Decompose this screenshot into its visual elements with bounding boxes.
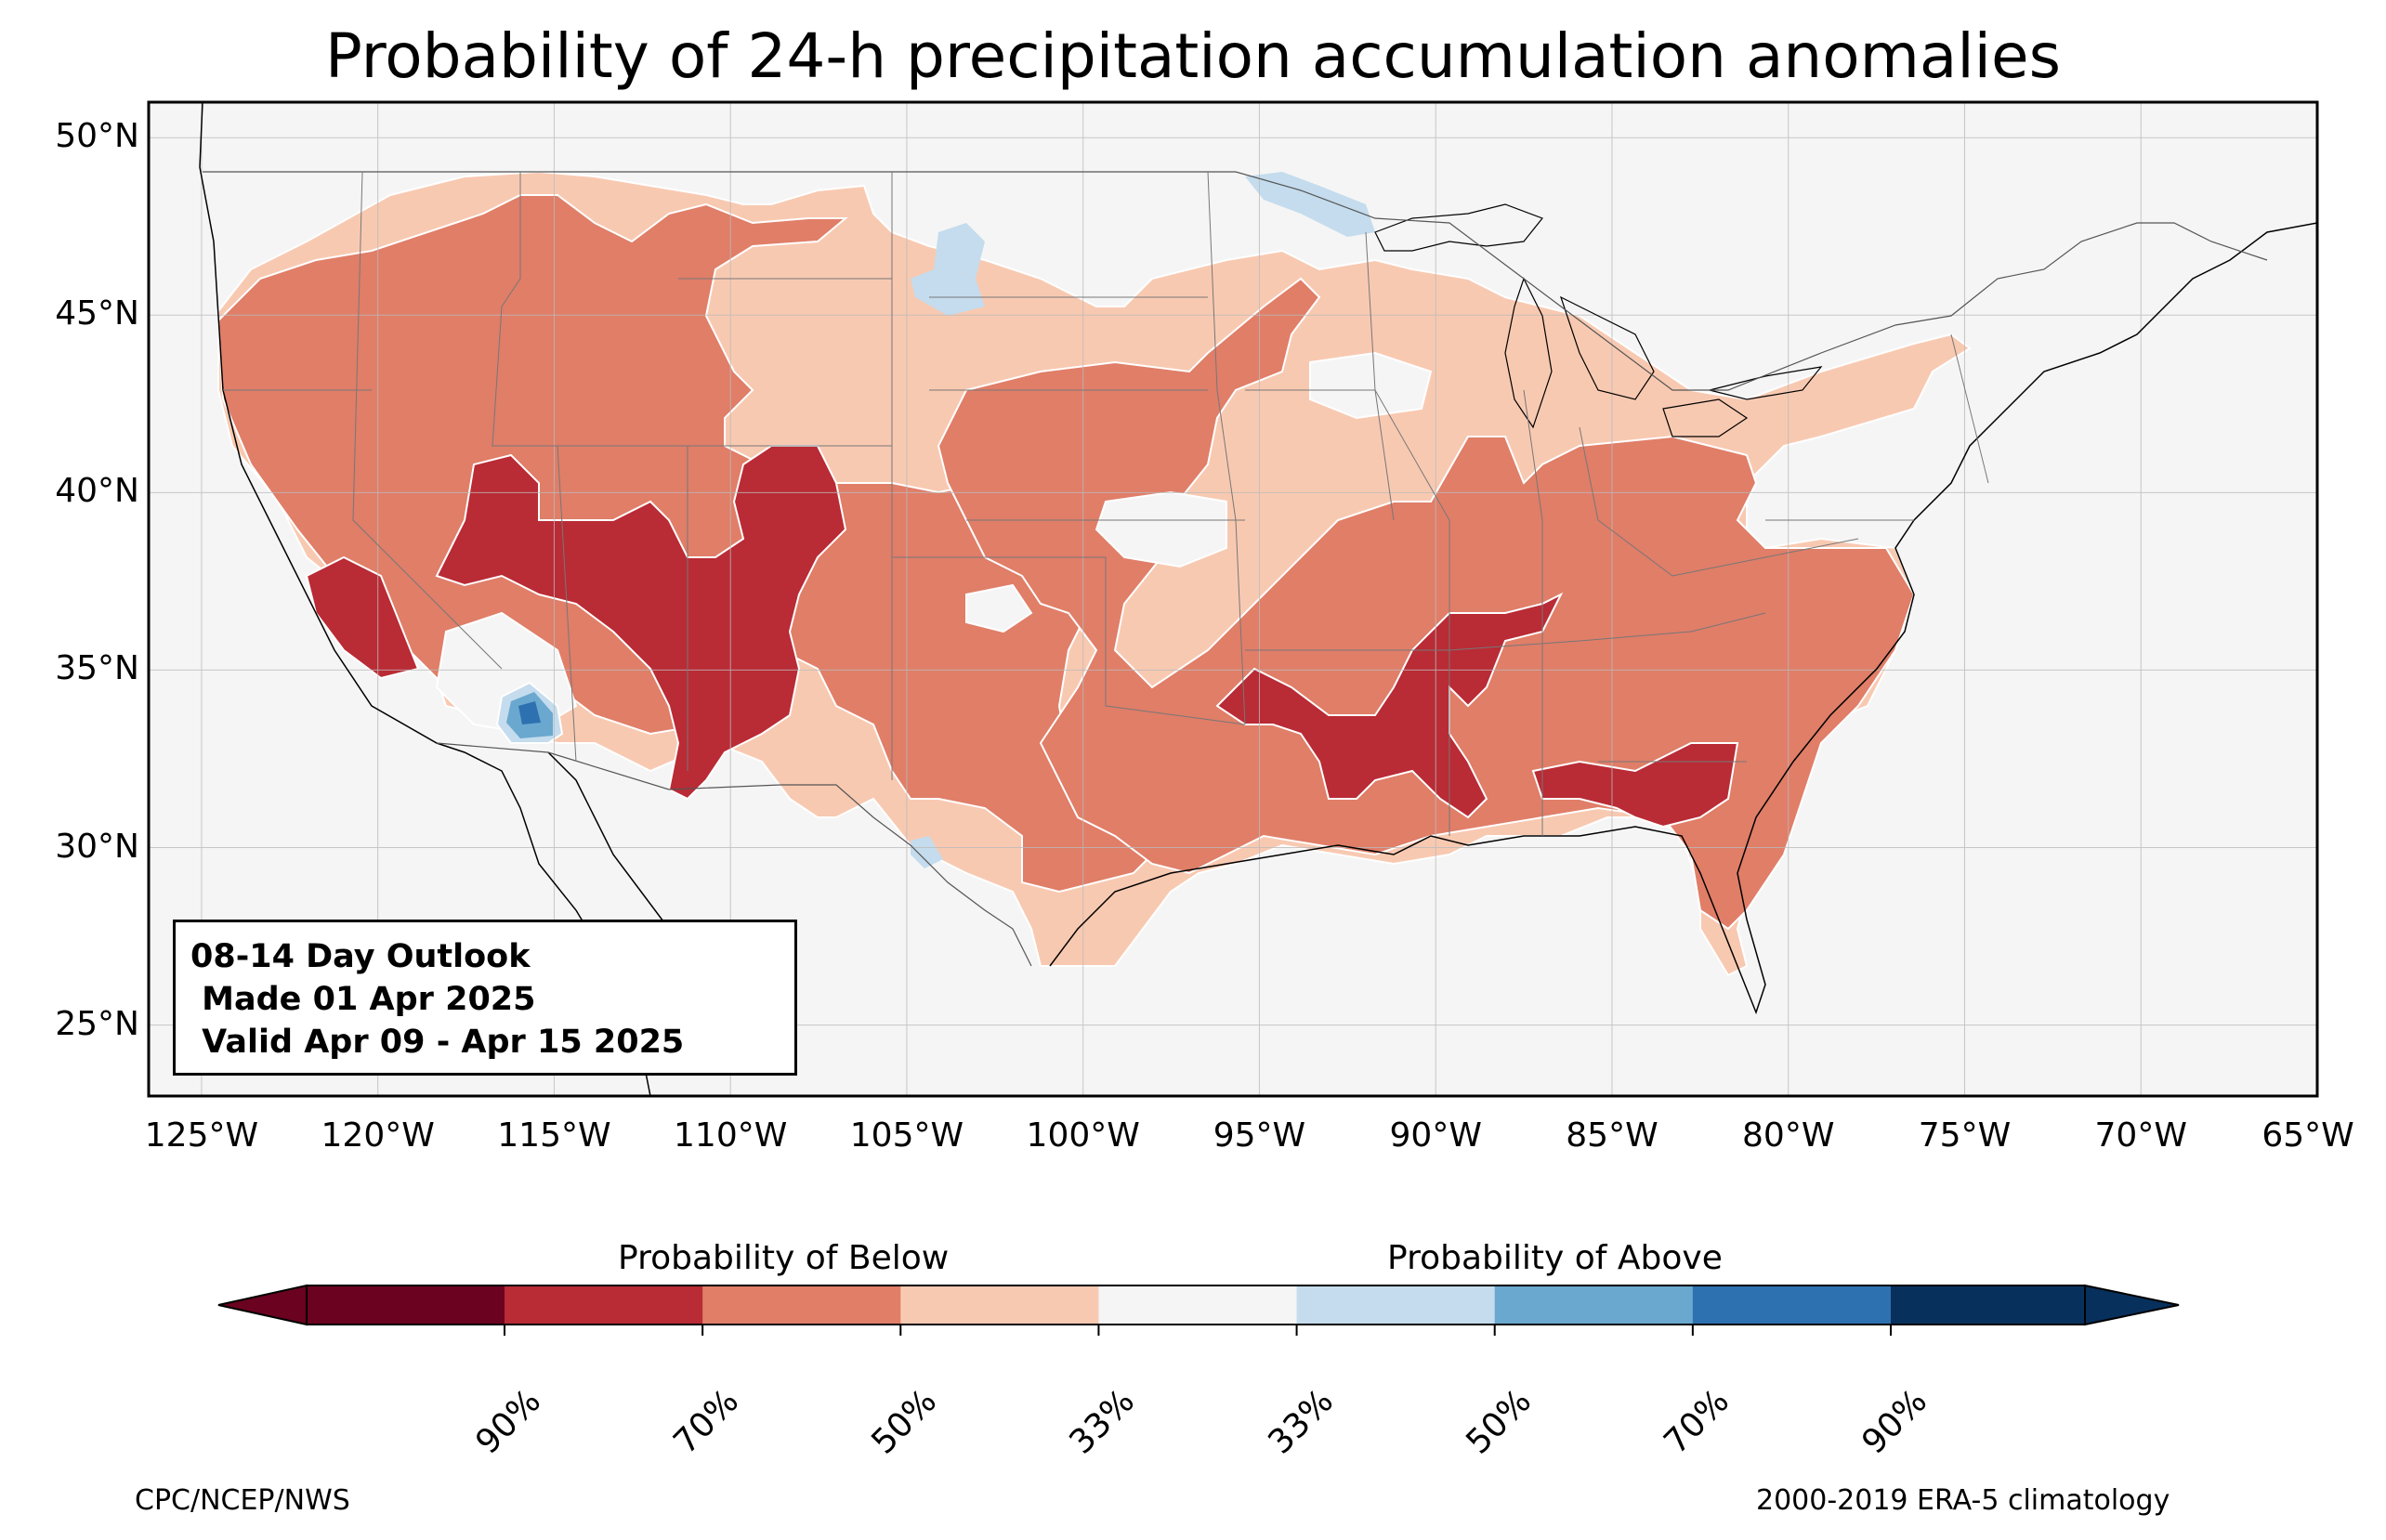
x-tick-label: 95°W	[1213, 1116, 1306, 1155]
x-tick-label: 75°W	[1918, 1116, 2012, 1155]
anomaly-region-above-33-50-dakota	[911, 223, 985, 316]
outlook-period: 08-14 Day Outlook	[190, 938, 531, 975]
colorbar-label-above: Probability of Above	[1387, 1239, 1723, 1277]
boundaries	[199, 102, 2317, 1096]
colorbar-extend-high	[2084, 1284, 2180, 1326]
colorbar-bin	[900, 1286, 1099, 1325]
colorbar-bin	[505, 1286, 703, 1325]
x-tick-label: 70°W	[2094, 1116, 2187, 1155]
x-tick-label: 80°W	[1742, 1116, 1835, 1155]
colorbar-bin-above-90	[1891, 1286, 2085, 1325]
x-tick-label: 85°W	[1566, 1116, 1658, 1155]
x-tick-label: 120°W	[321, 1116, 435, 1155]
footer-source: CPC/NCEP/NWS	[135, 1484, 350, 1517]
y-tick-label: 25°N	[55, 1004, 139, 1043]
x-tick-label: 125°W	[144, 1116, 259, 1155]
anomaly-region-below-70-90-california	[305, 555, 420, 680]
anomaly-region-below-70-90-southwest	[435, 445, 847, 801]
anomaly-region-below-70-90-south	[1215, 592, 1564, 819]
y-tick-label: 45°N	[55, 294, 139, 333]
x-tick-label: 100°W	[1026, 1116, 1140, 1155]
anomaly-region-above-33-50-minnesota	[1245, 172, 1375, 237]
footer-climatology: 2000-2019 ERA-5 climatology	[1756, 1484, 2170, 1517]
map-frame	[147, 100, 2319, 1098]
x-tick-label: 105°W	[849, 1116, 964, 1155]
colorbar-bin	[702, 1286, 901, 1325]
coastline-west	[199, 102, 651, 1096]
anomaly-region-below-70-90-southeast	[1531, 742, 1739, 829]
colorbar-bin	[1296, 1286, 1496, 1325]
colorbar-extend-low	[217, 1284, 308, 1326]
colorbar-bin	[1098, 1286, 1298, 1325]
colorbar-bin	[1692, 1286, 1892, 1325]
x-tick-label: 115°W	[497, 1116, 611, 1155]
x-tick-label: 110°W	[674, 1116, 788, 1155]
near-normal-hole-texas	[965, 583, 1033, 633]
coastline-gulf	[1049, 222, 2317, 1015]
us-mexico-border	[436, 742, 1032, 967]
state-borders	[223, 171, 1989, 836]
y-tick-label: 30°N	[55, 827, 139, 866]
anomaly-region-above-70-90-arizona	[518, 701, 541, 724]
x-tick-label: 65°W	[2261, 1116, 2354, 1155]
colorbar-label-below: Probability of Below	[618, 1239, 950, 1277]
anomaly-region-above-33-50-texas	[911, 836, 943, 868]
y-tick-label: 40°N	[55, 472, 139, 511]
us-canada-border	[203, 171, 2268, 391]
x-tick-label: 90°W	[1389, 1116, 1482, 1155]
colorbar-frame	[306, 1285, 2086, 1325]
y-tick-label: 50°N	[55, 117, 139, 156]
outlook-valid-range: Valid Apr 09 - Apr 15 2025	[190, 1024, 685, 1061]
colorbar-bin	[1494, 1286, 1694, 1325]
colorbar-bin-below-90	[307, 1286, 505, 1325]
near-normal-hole-plains	[1309, 351, 1433, 420]
outlook-info-box: 08-14 Day Outlook Made 01 Apr 2025 Valid…	[173, 920, 797, 1076]
map-title: Probability of 24-h precipitation accumu…	[324, 20, 2062, 92]
y-tick-label: 35°N	[55, 649, 139, 688]
colorbar	[217, 1284, 2180, 1336]
great-lakes	[1374, 203, 1823, 437]
gridlines	[149, 102, 2317, 1096]
near-normal-hole-midwest	[1095, 490, 1227, 568]
outlook-made-date: Made 01 Apr 2025	[190, 981, 536, 1018]
